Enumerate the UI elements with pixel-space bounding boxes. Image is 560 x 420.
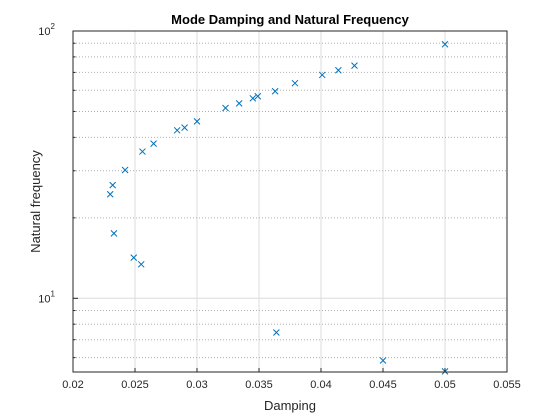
x-tick-label: 0.02	[62, 379, 83, 391]
y-axis-label: Natural frequency	[28, 150, 43, 253]
data-point-marker	[351, 62, 358, 69]
plot-box	[72, 30, 508, 373]
y-tick-label: 101	[38, 289, 55, 305]
data-point-marker	[271, 87, 279, 95]
data-point-marker	[291, 79, 299, 87]
x-tick-label: 0.05	[434, 379, 455, 391]
data-point-marker	[137, 260, 145, 268]
data-point-marker	[106, 190, 114, 198]
data-point-marker	[235, 100, 243, 107]
data-point-marker	[150, 140, 157, 147]
data-point-marker	[139, 148, 146, 155]
data-point-marker	[130, 254, 138, 261]
ticks-layer: 0.02 0.025 0.03 0.035 0.04 0.045 0.05 0.055 101 1…	[38, 22, 520, 391]
x-tick-label: 0.04	[310, 379, 331, 391]
data-point-marker	[110, 229, 118, 237]
data-point-marker	[318, 71, 326, 79]
data-point-marker	[193, 118, 201, 125]
x-axis-label: Damping	[264, 398, 316, 413]
data-point-marker	[109, 181, 117, 189]
x-tick-label: 0.055	[493, 379, 521, 391]
data-point-marker	[379, 357, 387, 364]
x-tick-label: 0.045	[369, 379, 397, 391]
x-tick-label: 0.025	[121, 379, 149, 391]
chart-title: Mode Damping and Natural Frequency	[171, 12, 409, 27]
x-tick-label: 0.03	[186, 379, 207, 391]
data-point-marker	[173, 126, 181, 134]
plot-area	[73, 31, 507, 372]
data-point-marker	[121, 166, 129, 174]
data-point-marker	[441, 40, 449, 48]
x-tick-label: 0.035	[245, 379, 273, 391]
points-layer	[106, 40, 449, 375]
data-point-marker	[249, 94, 257, 102]
data-point-marker	[273, 329, 280, 336]
data-point-marker	[181, 124, 188, 131]
data-point-marker	[254, 92, 262, 100]
data-point-marker	[335, 66, 342, 74]
data-point-marker	[222, 104, 229, 112]
y-tick-label: 102	[38, 22, 55, 38]
